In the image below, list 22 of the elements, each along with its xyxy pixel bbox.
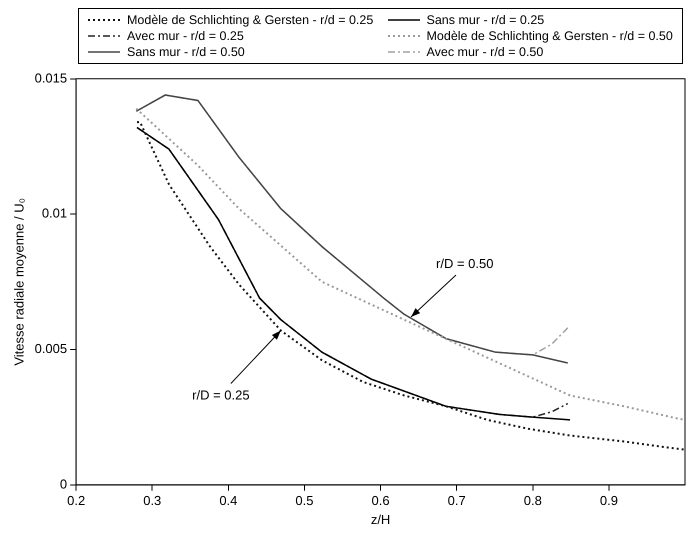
y-axis-title: Vitesse radiale moyenne / U₀ — [11, 198, 26, 366]
x-tick-label: 0.5 — [295, 493, 314, 508]
legend-label: Sans mur - r/d = 0.25 — [426, 13, 544, 27]
y-tick-label: 0.005 — [34, 341, 68, 356]
y-tick-label: 0.01 — [42, 206, 68, 221]
legend-label: Modèle de Schlichting & Gersten - r/d = 0.25 — [127, 13, 374, 27]
annotation: r/D = 0.25 — [192, 388, 250, 403]
x-tick-label: 0.9 — [600, 493, 618, 508]
x-axis-title: z/H — [370, 512, 390, 527]
x-tick-label: 0.6 — [372, 493, 390, 508]
legend-label: Avec mur - r/d = 0.25 — [127, 29, 244, 43]
y-tick-label: 0.015 — [34, 70, 68, 86]
annotation: r/D = 0.50 — [436, 256, 494, 272]
x-tick-label: 0.4 — [219, 493, 238, 508]
y-tick-label: 0 — [60, 476, 68, 492]
legend-label: Avec mur - r/d = 0.50 — [426, 45, 544, 59]
x-tick-label: 0.7 — [448, 493, 466, 508]
x-tick-label: 0.3 — [143, 493, 162, 508]
legend-label: Modèle de Schlichting & Gersten - r/d = 0.50 — [426, 29, 673, 43]
x-tick-label: 0.2 — [67, 493, 86, 508]
legend-label: Sans mur - r/d = 0.50 — [127, 45, 245, 59]
x-tick-label: 0.8 — [524, 493, 542, 508]
